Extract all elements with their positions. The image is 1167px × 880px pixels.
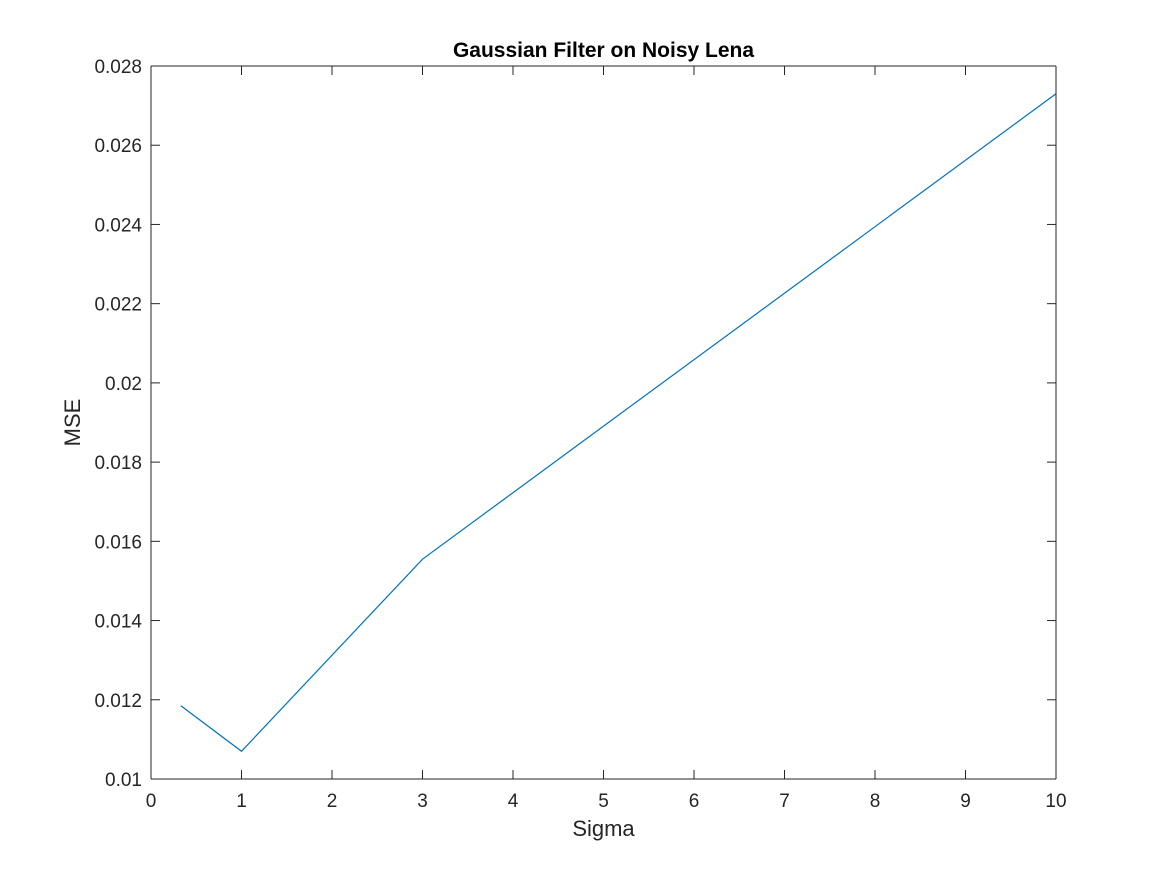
y-tick-label: 0.01: [105, 770, 142, 791]
x-tick-label: 9: [960, 791, 971, 812]
plot-area-background: [151, 66, 1056, 779]
chart-title: Gaussian Filter on Noisy Lena: [453, 39, 754, 62]
x-tick-label: 7: [779, 791, 790, 812]
y-tick-label: 0.028: [94, 57, 142, 78]
y-tick-label: 0.024: [94, 215, 142, 236]
x-tick-label: 6: [689, 791, 700, 812]
x-axis-label: Sigma: [572, 816, 635, 841]
y-tick-label: 0.016: [94, 532, 142, 553]
y-tick-label: 0.026: [94, 136, 142, 157]
x-tick-label: 1: [236, 791, 247, 812]
x-tick-label: 0: [146, 791, 157, 812]
y-axis-label: MSE: [60, 399, 85, 447]
y-tick-label: 0.02: [105, 374, 142, 395]
x-tick-label: 2: [327, 791, 338, 812]
y-tick-label: 0.018: [94, 453, 142, 474]
y-tick-label: 0.014: [94, 612, 142, 633]
x-tick-label: 10: [1045, 791, 1066, 812]
y-tick-label: 0.022: [94, 295, 142, 316]
x-tick-label: 5: [598, 791, 609, 812]
x-tick-label: 3: [417, 791, 428, 812]
x-tick-label: 4: [508, 791, 519, 812]
y-tick-label: 0.012: [94, 691, 142, 712]
x-tick-label: 8: [870, 791, 881, 812]
